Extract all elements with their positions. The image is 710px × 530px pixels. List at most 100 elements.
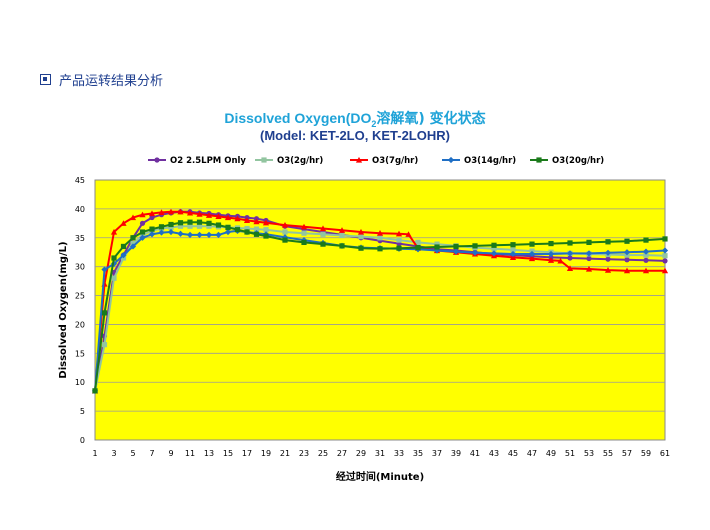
data-point	[196, 219, 203, 225]
data-point	[662, 236, 668, 242]
data-point	[224, 214, 232, 221]
x-tick-label: 17	[242, 449, 252, 458]
series-line-4	[94, 229, 666, 391]
data-point	[253, 231, 260, 237]
x-tick-label: 55	[603, 449, 613, 458]
data-point	[168, 221, 174, 228]
data-point	[224, 228, 232, 236]
data-point	[205, 231, 213, 238]
x-tick-label: 31	[375, 449, 385, 458]
data-point	[319, 225, 327, 232]
data-point	[148, 210, 156, 217]
data-point	[528, 255, 536, 262]
legend-marker	[447, 156, 455, 164]
y-tick-label: 35	[75, 234, 85, 243]
data-point	[139, 234, 146, 241]
y-tick-label: 5	[80, 407, 85, 416]
data-point	[215, 231, 222, 238]
data-point	[605, 239, 611, 245]
data-point	[623, 267, 631, 274]
series-line-1	[94, 210, 666, 392]
data-point	[547, 250, 555, 258]
data-point	[300, 223, 308, 230]
data-point	[434, 241, 440, 247]
data-point	[148, 231, 156, 238]
data-point	[585, 265, 593, 272]
data-point	[129, 243, 137, 250]
data-point	[167, 228, 175, 236]
data-point	[158, 224, 165, 230]
data-point	[642, 267, 650, 274]
chart-title-cn: 溶解氧) 变化状态	[376, 111, 486, 127]
data-point	[415, 239, 421, 245]
data-point	[206, 223, 212, 229]
x-tick-label: 33	[394, 449, 404, 458]
legend-label: O3(2g/hr)	[277, 156, 323, 166]
chart-title-subscript: 2	[371, 118, 377, 129]
data-point	[661, 267, 669, 274]
data-point	[471, 249, 479, 256]
y-axis-label: Dissolved Oxygen(mg/L)	[58, 241, 69, 378]
data-point	[338, 227, 346, 233]
data-point	[234, 215, 241, 222]
data-point	[396, 245, 402, 251]
data-point	[167, 208, 175, 215]
x-tick-label: 51	[565, 449, 575, 458]
data-point	[320, 231, 326, 237]
data-point	[358, 245, 364, 251]
x-tick-label: 29	[356, 449, 366, 458]
x-tick-label: 57	[622, 449, 632, 458]
x-tick-label: 13	[204, 449, 214, 458]
x-tick-label: 41	[470, 449, 480, 458]
legend-label: O3(14g/hr)	[464, 156, 516, 166]
legend-marker	[355, 156, 363, 163]
data-point	[129, 214, 137, 221]
data-point	[120, 243, 127, 250]
data-point	[586, 255, 592, 262]
x-tick-label: 49	[546, 449, 556, 458]
data-point	[101, 310, 108, 316]
data-point	[490, 250, 498, 257]
data-point	[605, 256, 611, 262]
data-point	[405, 231, 412, 237]
square-bullet-icon	[40, 74, 51, 85]
series-line-5	[94, 221, 666, 392]
section-header: 产品运转结果分析	[40, 70, 163, 89]
data-point	[168, 224, 174, 230]
y-tick-label: 20	[75, 320, 85, 329]
data-point	[624, 238, 630, 244]
data-point	[234, 227, 241, 233]
data-point	[187, 219, 193, 225]
data-point	[453, 243, 459, 250]
chart-title-main: Dissolved Oxygen(DO	[224, 110, 372, 126]
data-point	[110, 228, 118, 235]
x-tick-label: 59	[641, 449, 651, 458]
data-point	[92, 388, 98, 394]
x-tick-label: 19	[261, 449, 271, 458]
data-point	[301, 230, 307, 236]
data-point	[509, 254, 517, 261]
data-point	[566, 265, 574, 271]
x-tick-label: 25	[318, 449, 328, 458]
x-tick-label: 37	[432, 449, 442, 458]
x-tick-label: 61	[660, 449, 670, 458]
data-point	[662, 253, 668, 259]
data-point	[101, 266, 108, 273]
data-point	[130, 235, 136, 241]
data-point	[320, 241, 326, 247]
legend-marker	[154, 157, 160, 163]
legend-label: O3(20g/hr)	[552, 156, 604, 166]
data-point	[177, 223, 184, 229]
data-point	[139, 211, 146, 218]
x-tick-label: 45	[508, 449, 518, 458]
data-point	[510, 242, 516, 248]
data-point	[244, 225, 250, 232]
data-point	[567, 240, 573, 246]
section-header-label: 产品运转结果分析	[59, 74, 164, 89]
chart-subtitle: (Model: KET-2LO, KET-2LOHR)	[260, 128, 450, 143]
data-point	[101, 342, 108, 348]
data-point	[528, 250, 536, 258]
data-point	[215, 213, 222, 219]
data-point	[186, 209, 194, 216]
